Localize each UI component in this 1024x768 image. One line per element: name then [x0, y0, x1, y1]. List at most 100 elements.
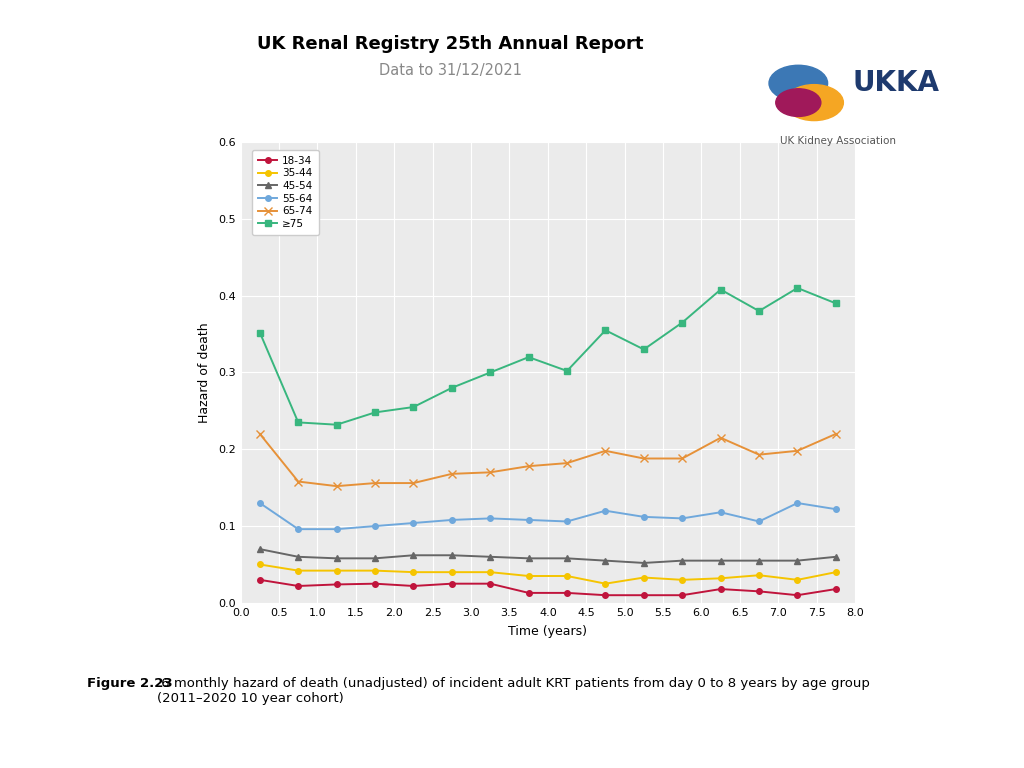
≥75	[445, 383, 458, 392]
Y-axis label: Hazard of death: Hazard of death	[198, 322, 211, 423]
Line: 65-74: 65-74	[256, 430, 840, 490]
35-44	[792, 575, 804, 584]
55-64	[292, 525, 304, 534]
18-34	[792, 591, 804, 600]
65-74	[792, 446, 804, 455]
Circle shape	[784, 84, 844, 121]
35-44	[829, 568, 842, 577]
Text: Figure 2.23: Figure 2.23	[87, 677, 173, 690]
65-74	[292, 477, 304, 486]
35-44	[331, 566, 343, 575]
35-44	[369, 566, 381, 575]
55-64	[792, 498, 804, 508]
≥75	[408, 402, 420, 412]
45-54	[829, 552, 842, 561]
35-44	[292, 566, 304, 575]
X-axis label: Time (years): Time (years)	[508, 624, 588, 637]
45-54	[331, 554, 343, 563]
18-34	[369, 579, 381, 588]
18-34	[715, 584, 727, 594]
Line: 45-54: 45-54	[257, 546, 839, 566]
65-74	[522, 462, 535, 471]
≥75	[522, 353, 535, 362]
35-44	[445, 568, 458, 577]
Text: UK Renal Registry 25th Annual Report: UK Renal Registry 25th Annual Report	[257, 35, 644, 52]
65-74	[638, 454, 650, 463]
55-64	[638, 512, 650, 521]
55-64	[445, 515, 458, 525]
45-54	[753, 556, 765, 565]
65-74	[753, 450, 765, 459]
18-34	[331, 580, 343, 589]
45-54	[638, 558, 650, 568]
65-74	[254, 429, 266, 439]
≥75	[254, 328, 266, 337]
≥75	[292, 418, 304, 427]
45-54	[445, 551, 458, 560]
35-44	[254, 560, 266, 569]
18-34	[484, 579, 497, 588]
65-74	[599, 446, 611, 455]
45-54	[408, 551, 420, 560]
≥75	[369, 408, 381, 417]
35-44	[599, 579, 611, 588]
Line: ≥75: ≥75	[257, 285, 839, 428]
Text: UKKA: UKKA	[852, 69, 939, 98]
55-64	[331, 525, 343, 534]
≥75	[331, 420, 343, 429]
35-44	[715, 574, 727, 583]
45-54	[599, 556, 611, 565]
Line: 18-34: 18-34	[257, 577, 839, 598]
45-54	[484, 552, 497, 561]
35-44	[638, 573, 650, 582]
55-64	[753, 517, 765, 526]
45-54	[561, 554, 573, 563]
45-54	[254, 545, 266, 554]
35-44	[561, 571, 573, 581]
18-34	[292, 581, 304, 591]
65-74	[829, 429, 842, 439]
≥75	[484, 368, 497, 377]
45-54	[522, 554, 535, 563]
≥75	[561, 366, 573, 376]
18-34	[638, 591, 650, 600]
45-54	[369, 554, 381, 563]
55-64	[676, 514, 688, 523]
45-54	[676, 556, 688, 565]
18-34	[254, 575, 266, 584]
45-54	[715, 556, 727, 565]
55-64	[715, 508, 727, 517]
55-64	[561, 517, 573, 526]
55-64	[484, 514, 497, 523]
Circle shape	[776, 89, 821, 117]
65-74	[408, 478, 420, 488]
18-34	[676, 591, 688, 600]
35-44	[484, 568, 497, 577]
Text: Data to 31/12/2021: Data to 31/12/2021	[379, 63, 522, 78]
65-74	[484, 468, 497, 477]
≥75	[753, 306, 765, 316]
55-64	[254, 498, 266, 508]
Legend: 18-34, 35-44, 45-54, 55-64, 65-74, ≥75: 18-34, 35-44, 45-54, 55-64, 65-74, ≥75	[252, 150, 318, 235]
Text: 6 monthly hazard of death (unadjusted) of incident adult KRT patients from day 0: 6 monthly hazard of death (unadjusted) o…	[157, 677, 869, 705]
35-44	[676, 575, 688, 584]
65-74	[369, 478, 381, 488]
18-34	[408, 581, 420, 591]
18-34	[445, 579, 458, 588]
Text: UK Kidney Association: UK Kidney Association	[780, 136, 896, 147]
≥75	[829, 299, 842, 308]
55-64	[408, 518, 420, 528]
65-74	[445, 469, 458, 478]
18-34	[599, 591, 611, 600]
18-34	[522, 588, 535, 598]
≥75	[599, 326, 611, 335]
≥75	[638, 345, 650, 354]
35-44	[522, 571, 535, 581]
≥75	[792, 283, 804, 293]
45-54	[292, 552, 304, 561]
35-44	[408, 568, 420, 577]
18-34	[753, 587, 765, 596]
65-74	[715, 433, 727, 442]
55-64	[829, 505, 842, 514]
18-34	[829, 584, 842, 594]
